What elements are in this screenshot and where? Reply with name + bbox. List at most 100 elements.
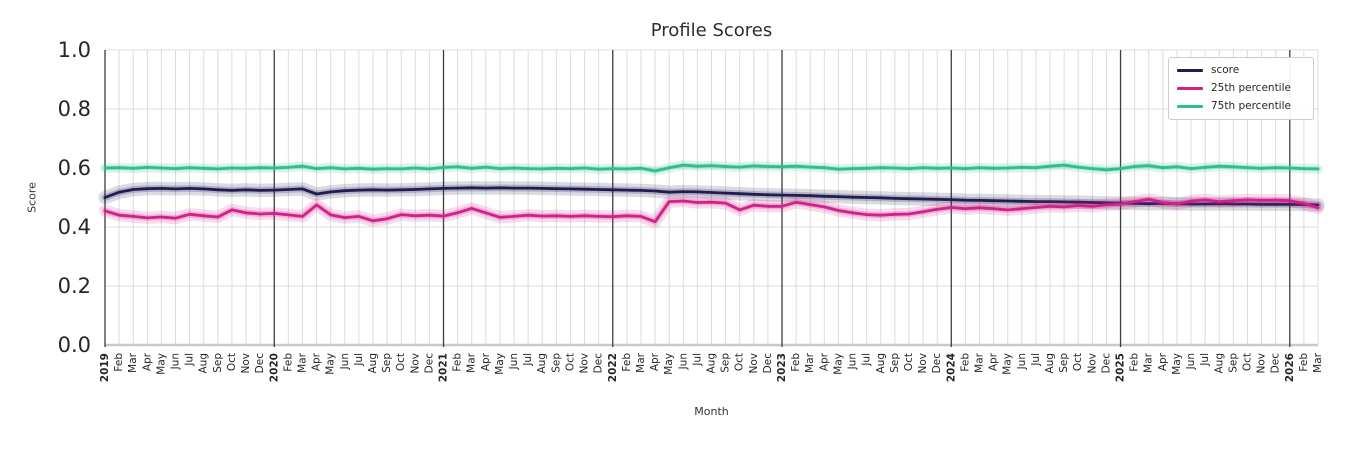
x-tick-label-month: Oct [1072,353,1084,371]
x-tick-label-month: Sep [550,353,562,373]
x-tick-label-month: Oct [1241,353,1253,371]
x-tick-label-month: Dec [1270,353,1282,374]
p25-line-swatch [1177,87,1203,90]
x-tick-label-month: Sep [1058,353,1070,373]
x-tick-label-month: Feb [113,353,125,372]
x-tick-label-month: Nov [1086,353,1098,374]
x-tick-label-month: Jun [508,353,520,370]
x-tick-label-month: Aug [875,353,887,374]
x-tick-label-month: May [494,353,506,375]
x-tick-label-month: Oct [395,353,407,371]
x-tick-label-month: Jul [861,353,873,367]
x-tick-label-month: May [325,353,337,375]
x-tick-label-month: Mar [466,352,478,372]
x-tick-label-month: Oct [564,353,576,371]
x-tick-label-month: Feb [790,353,802,372]
x-tick-label-year: 2026 [1284,353,1296,382]
x-tick-label-month: Sep [381,353,393,373]
x-tick-label-month: May [1002,353,1014,375]
legend-label-score: score [1211,64,1240,76]
x-tick-label-month: Aug [1213,353,1225,374]
x-tick-label-month: Apr [649,352,661,371]
x-tick-label-month: Oct [226,353,238,371]
y-tick-label: 0.4 [58,215,91,239]
x-tick-label-month: Sep [1227,353,1239,373]
y-tick-label: 0.6 [58,156,91,180]
y-tick-label: 0.8 [58,97,91,121]
x-tick-label-month: Jun [1016,353,1028,370]
x-tick-label-month: Dec [1100,353,1112,374]
x-tick-label-month: Aug [706,353,718,374]
x-tick-label-month: Apr [480,352,492,371]
x-tick-label-month: Feb [282,353,294,372]
x-tick-label-month: Dec [254,353,266,374]
y-axis-label: Score [25,182,39,213]
x-tick-label-month: Nov [1256,353,1268,374]
p75-line-swatch [1177,105,1203,108]
x-tick-label-month: Apr [818,352,830,371]
x-tick-label-month: Jun [170,353,182,370]
x-tick-label-year: 2020 [268,353,280,382]
series-line-75th-percentile [103,163,1320,173]
x-tick-label-month: Mar [1312,352,1324,372]
x-tick-label-year: 2023 [776,353,788,382]
x-tick-label-month: May [663,353,675,375]
x-tick-label-month: Dec [762,353,774,374]
legend-label-75th-percentile: 75th percentile [1211,100,1291,112]
x-tick-label-year: 2022 [607,353,619,382]
x-tick-label-month: May [1171,353,1183,375]
x-tick-label-month: Nov [579,353,591,374]
x-tick-label-month: Mar [804,352,816,372]
y-tick-label: 1.0 [58,38,91,62]
x-tick-label-month: Apr [988,352,1000,371]
x-tick-label-month: Nov [409,353,421,374]
legend-label-25th-percentile: 25th percentile [1211,82,1291,94]
legend-item-75th-percentile: 75th percentile [1177,100,1305,113]
x-tick-label-month: Nov [748,353,760,374]
x-tick-label-month: Feb [621,353,633,372]
x-tick-label-month: May [155,353,167,375]
x-tick-label-month: Nov [917,353,929,374]
x-tick-label-month: Mar [635,352,647,372]
x-tick-label-month: Feb [452,353,464,372]
x-tick-label-month: Mar [127,352,139,372]
x-tick-label-year: 2019 [99,353,111,382]
x-tick-label-month: Sep [889,353,901,373]
legend-item-25th-percentile: 25th percentile [1177,82,1305,95]
x-tick-label-month: Feb [1129,353,1141,372]
x-tick-label-month: May [832,353,844,375]
x-tick-label-month: Aug [367,353,379,374]
x-tick-label-month: Jun [847,353,859,370]
y-tick-label: 0.2 [58,274,91,298]
x-tick-label-year: 2021 [438,353,450,382]
x-tick-label-month: Jul [691,353,703,367]
legend: score 25th percentile 75th percentile [1168,57,1314,120]
x-tick-label-month: Aug [198,353,210,374]
x-tick-label-month: Mar [973,352,985,372]
y-tick-label: 0.0 [58,333,91,357]
score-line-swatch [1177,69,1203,72]
x-tick-label-month: Oct [734,353,746,371]
x-tick-label-month: Sep [720,353,732,373]
x-tick-label-month: Nov [240,353,252,374]
x-tick-label-month: Jun [677,353,689,370]
x-tick-label-month: Mar [1143,352,1155,372]
x-tick-label-month: Feb [1298,353,1310,372]
x-tick-label-month: Apr [1157,352,1169,371]
x-tick-label-month: Jul [184,353,196,367]
x-tick-label-month: Dec [423,353,435,374]
x-tick-label-month: Jun [339,353,351,370]
x-tick-label-year: 2024 [945,353,957,382]
x-tick-label-month: Dec [593,353,605,374]
x-tick-label-month: Mar [296,352,308,372]
x-tick-label-month: Feb [959,353,971,372]
x-tick-label-month: Jul [353,353,365,367]
legend-item-score: score [1177,64,1305,77]
x-tick-label-month: Jul [522,353,534,367]
x-tick-label-month: Apr [311,352,323,371]
x-tick-label-month: Jul [1199,353,1211,367]
x-tick-label-month: Jul [1030,353,1042,367]
x-tick-label-month: Jun [1185,353,1197,370]
